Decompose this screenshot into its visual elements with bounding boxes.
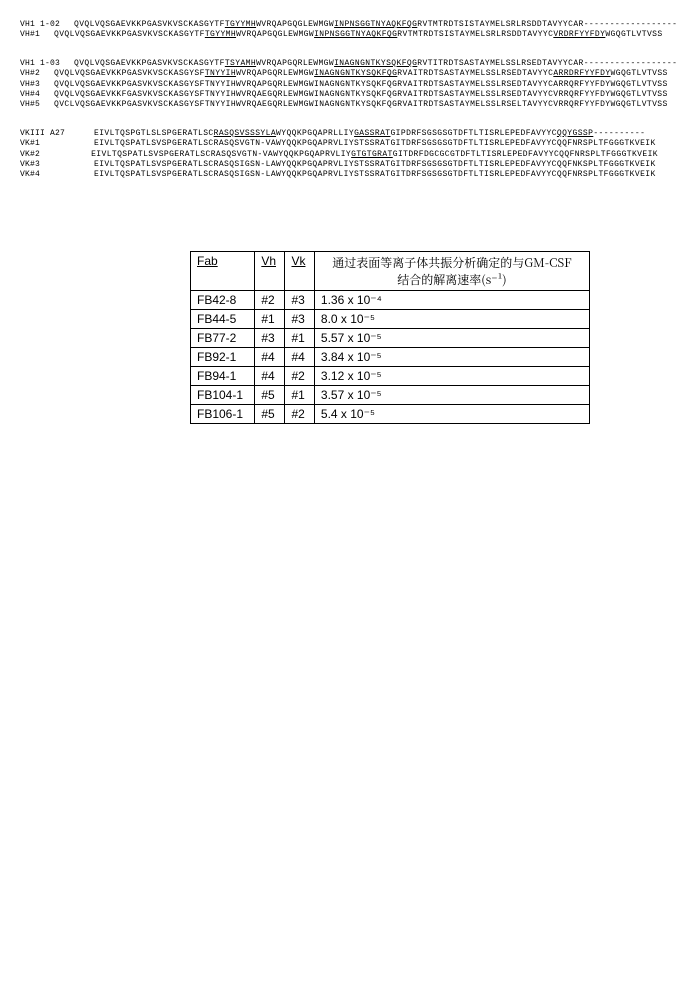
- sequence-text: QVQLVQSGAEVKKPGASVKVSCKASGYSFTNYYIHWVRQA…: [54, 80, 668, 90]
- sequence-label: VK#2: [20, 150, 77, 160]
- cell-fab: FB42-8: [191, 290, 255, 309]
- table-row: FB104-1#5#13.57 x 10⁻⁵: [191, 385, 590, 404]
- sequence-label: VK#3: [20, 160, 80, 170]
- cell-vk: #4: [285, 347, 314, 366]
- cell-rate: 3.84 x 10⁻⁵: [314, 347, 589, 366]
- sequence-label: VH#5: [20, 100, 40, 110]
- cell-fab: FB92-1: [191, 347, 255, 366]
- sequence-label: VKIII A27: [20, 129, 80, 139]
- sequence-row: VH1 1-03QVQLVQSGAEVKKPGASVKVSCKASGYTFTSY…: [20, 59, 658, 69]
- cell-rate: 5.4 x 10⁻⁵: [314, 404, 589, 423]
- table-row: FB106-1#5#25.4 x 10⁻⁵: [191, 404, 590, 423]
- sequence-label: VK#4: [20, 170, 80, 180]
- cell-rate: 5.57 x 10⁻⁵: [314, 328, 589, 347]
- cell-fab: FB106-1: [191, 404, 255, 423]
- sequence-row: VKIII A27 EIVLTQSPGTLSLSPGERATLSCRASQSVSS…: [20, 129, 658, 139]
- sequence-text: QVQLVQSGAEVKKFGASVKVSCKASGYSFTNYYIHWVRQA…: [54, 90, 668, 100]
- sequence-row: VK#1 EIVLTQSPATLSVSPGERATLSCRASQSVGTN-VAW…: [20, 139, 658, 149]
- sequence-alignment-block: VH1 1-02QVQLVQSGAEVKKPGASVKVSCKASGYTFTGY…: [20, 20, 658, 221]
- cell-fab: FB44-5: [191, 309, 255, 328]
- sequence-row: VK#3 EIVLTQSPATLSVSPGERATLSCRASQSIGSN-LAW…: [20, 160, 658, 170]
- cell-fab: FB94-1: [191, 366, 255, 385]
- sequence-label: VH#4: [20, 90, 40, 100]
- sequence-row: VH#3QVQLVQSGAEVKKPGASVKVSCKASGYSFTNYYIHW…: [20, 80, 658, 90]
- cell-rate: 1.36 x 10⁻⁴: [314, 290, 589, 309]
- sequence-text: EIVLTQSPATLSVSPGERATLSCRASQSIGSN-LAWYQQK…: [94, 160, 656, 170]
- table-row: FB94-1#4#23.12 x 10⁻⁵: [191, 366, 590, 385]
- cell-rate: 8.0 x 10⁻⁵: [314, 309, 589, 328]
- sequence-text: QVQLVQSGAEVKKPGASVKVSCKASGYTFTGYYMHWVRQA…: [54, 30, 663, 40]
- sequence-label: VK#1: [20, 139, 80, 149]
- cell-fab: FB104-1: [191, 385, 255, 404]
- sequence-row: VK#4 EIVLTQSPATLSVSPGERATLSCRASQSIGSN-LAW…: [20, 170, 658, 180]
- sequence-text: EIVLTQSPGTLSLSPGERATLSCRASQSVSSSYLAWYQQK…: [94, 129, 645, 139]
- sequence-text: EIVLTQSPATLSVSPGERATLSCRASQSVGTN-VAWYQQK…: [94, 139, 656, 149]
- cell-vh: #4: [255, 366, 285, 385]
- cell-rate: 3.57 x 10⁻⁵: [314, 385, 589, 404]
- cell-vh: #2: [255, 290, 285, 309]
- cell-vh: #5: [255, 385, 285, 404]
- cell-fab: FB77-2: [191, 328, 255, 347]
- cell-vk: #1: [285, 328, 314, 347]
- sequence-text: QVCLVQSGAEVKKPGASVKVSCKASGYSFTNYYIHWVRQA…: [54, 100, 668, 110]
- sequence-row: VH#5QVCLVQSGAEVKKPGASVKVSCKASGYSFTNYYIHW…: [20, 100, 658, 110]
- sequence-row: VH#4QVQLVQSGAEVKKFGASVKVSCKASGYSFTNYYIHW…: [20, 90, 658, 100]
- sequence-label: VH1 1-03: [20, 59, 60, 69]
- fab-table: Fab Vh Vk 通过表面等离子体共振分析确定的与GM-CSF 结合的解离速率…: [190, 251, 590, 424]
- cell-vh: #1: [255, 309, 285, 328]
- sequence-text: EIVLTQSPATLSVSPGERATLSCRASQSIGSN-LAWYQQK…: [94, 170, 656, 180]
- table-row: FB42-8#2#31.36 x 10⁻⁴: [191, 290, 590, 309]
- rate-header-line1: 通过表面等离子体共振分析确定的与GM-CSF: [321, 254, 583, 271]
- sequence-label: VH#1: [20, 30, 40, 40]
- col-rate: 通过表面等离子体共振分析确定的与GM-CSF 结合的解离速率(s⁻¹): [314, 251, 589, 290]
- table-row: FB92-1#4#43.84 x 10⁻⁵: [191, 347, 590, 366]
- col-fab: Fab: [191, 251, 255, 290]
- sequence-text: QVQLVQSGAEVKKPGASVKVSCKASGYSFTNYYIHWVRQA…: [54, 69, 668, 79]
- cell-vh: #5: [255, 404, 285, 423]
- table-row: FB44-5#1#38.0 x 10⁻⁵: [191, 309, 590, 328]
- cell-vh: #4: [255, 347, 285, 366]
- fab-table-wrap: Fab Vh Vk 通过表面等离子体共振分析确定的与GM-CSF 结合的解离速率…: [190, 251, 590, 424]
- sequence-label: VH#2: [20, 69, 40, 79]
- sequence-text: QVQLVQSGAEVKKPGASVKVSCKASGYTFTGYYMHWVRQA…: [74, 20, 678, 30]
- cell-vh: #3: [255, 328, 285, 347]
- cell-vk: #3: [285, 290, 314, 309]
- sequence-label: VH1 1-02: [20, 20, 60, 30]
- col-vh: Vh: [255, 251, 285, 290]
- sequence-text: EIVLTQSPATLSVSPGERATLSCRASQSVGTN-VAWYQQK…: [91, 150, 658, 160]
- cell-vk: #2: [285, 404, 314, 423]
- sequence-row: VH#2QVQLVQSGAEVKKPGASVKVSCKASGYSFTNYYIHW…: [20, 69, 658, 79]
- sequence-row: VK#2 EIVLTQSPATLSVSPGERATLSCRASQSVGTN-VAW…: [20, 150, 658, 160]
- sequence-text: QVQLVQSGAEVKKPGASVKVSCKASGYTFTSYAMHWVRQA…: [74, 59, 678, 69]
- table-header-row: Fab Vh Vk 通过表面等离子体共振分析确定的与GM-CSF 结合的解离速率…: [191, 251, 590, 290]
- rate-header-line2: 结合的解离速率(s⁻¹): [321, 271, 583, 288]
- cell-vk: #1: [285, 385, 314, 404]
- sequence-label: VH#3: [20, 80, 40, 90]
- col-vk: Vk: [285, 251, 314, 290]
- cell-vk: #2: [285, 366, 314, 385]
- table-row: FB77-2#3#15.57 x 10⁻⁵: [191, 328, 590, 347]
- cell-rate: 3.12 x 10⁻⁵: [314, 366, 589, 385]
- sequence-row: VH#1QVQLVQSGAEVKKPGASVKVSCKASGYTFTGYYMHW…: [20, 30, 658, 40]
- sequence-row: VH1 1-02QVQLVQSGAEVKKPGASVKVSCKASGYTFTGY…: [20, 20, 658, 30]
- cell-vk: #3: [285, 309, 314, 328]
